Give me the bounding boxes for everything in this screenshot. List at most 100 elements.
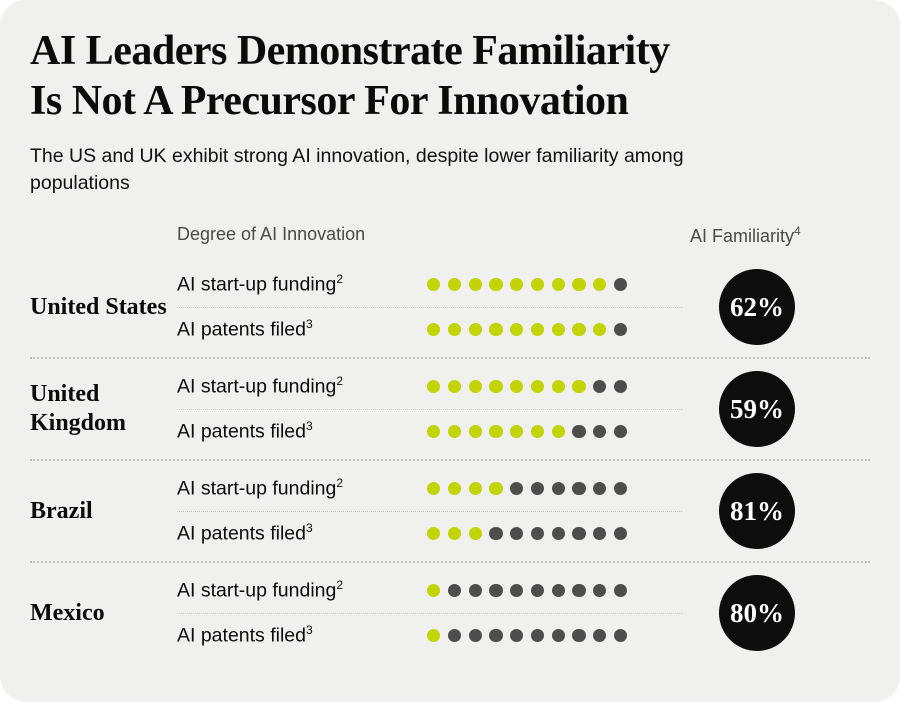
dot-filled xyxy=(489,481,503,496)
country-group: United States AI start-up funding2 AI pa… xyxy=(30,257,870,357)
dot-filled xyxy=(447,379,461,394)
dot-filled xyxy=(530,379,545,394)
metric-row-startup-funding: AI start-up funding2 xyxy=(177,263,682,307)
metric-rows: AI start-up funding2 AI patents filed3 xyxy=(177,365,682,454)
dot-filled xyxy=(572,322,586,337)
country-label: United States xyxy=(30,293,167,320)
dot-empty xyxy=(510,481,524,496)
metric-rows: AI start-up funding2 AI patents filed3 xyxy=(177,569,682,658)
dot-filled xyxy=(593,322,607,337)
dot-empty xyxy=(572,481,586,496)
dot-empty xyxy=(572,583,586,598)
dot-filled xyxy=(530,277,545,292)
chart-subtitle: The US and UK exhibit strong AI innovati… xyxy=(30,145,684,194)
metric-label-text: AI start-up funding xyxy=(177,579,337,602)
dot-filled xyxy=(510,322,524,337)
patents-filed-label: AI patents filed3 xyxy=(177,521,427,546)
chart-title-line1: AI Leaders Demonstrate Familiarity xyxy=(30,28,670,74)
dot-empty xyxy=(614,583,628,598)
dot-filled xyxy=(489,322,503,337)
dot-filled xyxy=(447,481,461,496)
dot-filled xyxy=(427,583,441,598)
chart-title-line2: Is Not A Precursor For Innovation xyxy=(30,78,629,124)
dot-filled xyxy=(468,481,482,496)
metric-footnote-superscript: 2 xyxy=(336,578,344,593)
familiarity-badge: 62% xyxy=(719,269,795,345)
country-label: Mexico xyxy=(30,599,105,626)
familiarity-badge: 81% xyxy=(719,473,795,549)
dot-empty xyxy=(510,628,524,643)
dot-filled xyxy=(530,424,545,439)
dot-empty xyxy=(530,526,545,541)
metric-label-text: AI start-up funding xyxy=(177,375,337,398)
familiarity-cell: 62% xyxy=(682,269,870,345)
startup-funding-dot-row xyxy=(427,277,628,292)
dot-empty xyxy=(489,628,503,643)
metric-footnote-superscript: 3 xyxy=(306,623,313,638)
startup-funding-dot-row xyxy=(427,481,628,496)
dot-empty xyxy=(614,379,628,394)
column-headers: Degree of AI Innovation AI Familiarity4 xyxy=(30,224,870,248)
dot-empty xyxy=(447,628,461,643)
dot-filled xyxy=(468,526,482,541)
familiarity-cell: 80% xyxy=(682,575,870,651)
metric-row-startup-funding: AI start-up funding2 xyxy=(177,569,682,613)
dot-filled xyxy=(447,526,461,541)
dot-filled xyxy=(489,424,503,439)
dot-empty xyxy=(593,481,607,496)
metric-divider xyxy=(177,612,682,614)
dot-empty xyxy=(530,583,545,598)
dot-filled xyxy=(593,277,607,292)
dot-empty xyxy=(551,481,565,496)
startup-funding-label: AI start-up funding2 xyxy=(177,374,427,399)
dot-empty xyxy=(614,424,628,439)
dot-filled xyxy=(447,322,461,337)
dot-filled xyxy=(447,277,461,292)
dot-empty xyxy=(614,277,628,292)
metric-footnote-superscript: 2 xyxy=(336,476,344,491)
dot-filled xyxy=(551,277,565,292)
innovation-column-header: Degree of AI Innovation xyxy=(177,224,366,244)
dot-filled xyxy=(510,277,524,292)
metric-row-patents-filed: AI patents filed3 xyxy=(177,410,682,454)
group-divider xyxy=(30,459,870,461)
country-label: Brazil xyxy=(30,497,93,524)
dot-empty xyxy=(614,628,628,643)
dot-empty xyxy=(572,628,586,643)
metric-row-startup-funding: AI start-up funding2 xyxy=(177,467,682,511)
dot-filled xyxy=(489,379,503,394)
dot-filled xyxy=(427,526,441,541)
dot-filled xyxy=(427,424,441,439)
dot-filled xyxy=(530,322,545,337)
dot-empty xyxy=(614,481,628,496)
familiarity-cell: 81% xyxy=(682,473,870,549)
startup-funding-label: AI start-up funding2 xyxy=(177,578,427,603)
metric-rows: AI start-up funding2 AI patents filed3 xyxy=(177,263,682,352)
metric-divider xyxy=(177,408,682,410)
dot-filled xyxy=(427,277,441,292)
dot-empty xyxy=(510,583,524,598)
dot-filled xyxy=(427,628,441,643)
group-divider xyxy=(30,561,870,563)
dot-empty xyxy=(489,583,503,598)
startup-funding-label: AI start-up funding2 xyxy=(177,476,427,501)
startup-funding-dot-row xyxy=(427,583,628,598)
country-group: Mexico AI start-up funding2 AI patents f… xyxy=(30,563,870,663)
dot-filled xyxy=(427,481,441,496)
metric-footnote-superscript: 3 xyxy=(306,419,313,434)
metric-footnote-superscript: 3 xyxy=(306,521,313,536)
dot-empty xyxy=(530,628,545,643)
metric-footnote-superscript: 2 xyxy=(336,272,344,287)
metric-divider xyxy=(177,510,682,512)
metric-footnote-superscript: 2 xyxy=(336,374,344,389)
startup-funding-dot-row xyxy=(427,379,628,394)
dot-filled xyxy=(572,277,586,292)
dot-filled xyxy=(551,424,565,439)
dot-empty xyxy=(551,628,565,643)
dot-empty xyxy=(510,526,524,541)
dot-empty xyxy=(614,526,628,541)
patents-filed-dot-row xyxy=(427,424,628,439)
dot-empty xyxy=(489,526,503,541)
group-divider xyxy=(30,357,870,359)
